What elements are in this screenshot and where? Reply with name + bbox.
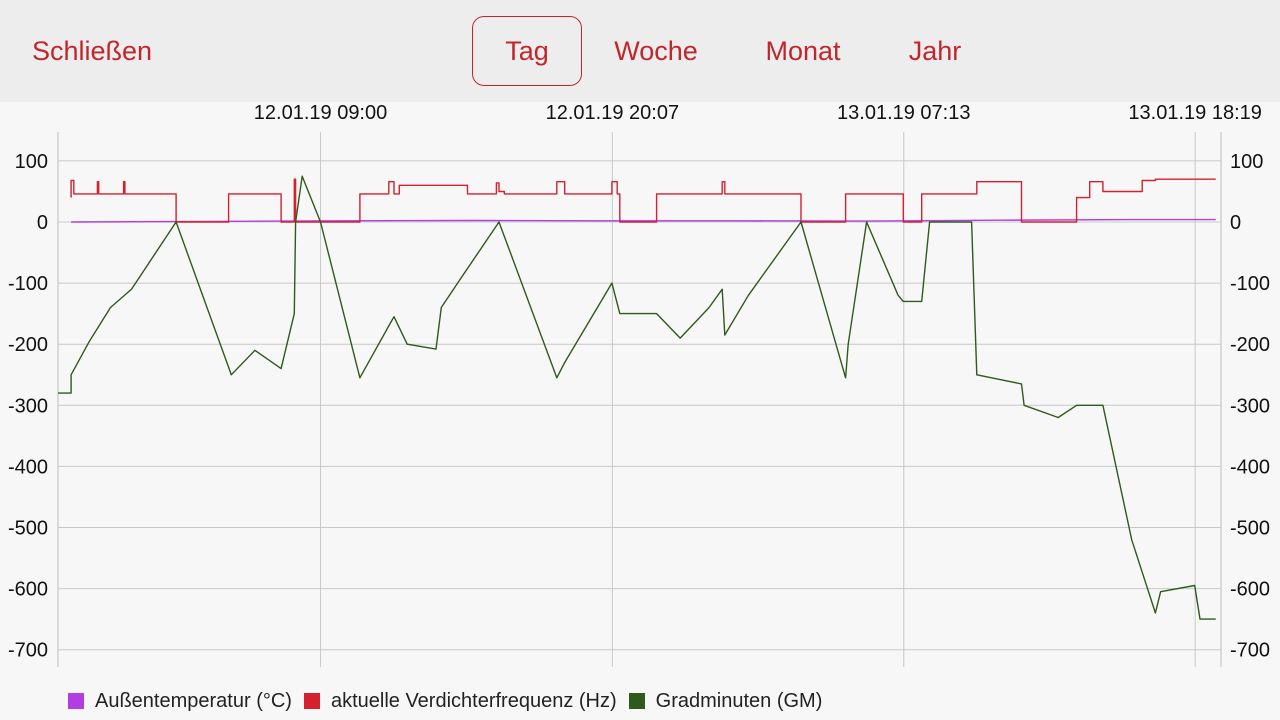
y-tick-label-left: -100	[8, 273, 48, 295]
legend-item-compressor-freq: aktuelle Verdichterfrequenz (Hz)	[303, 689, 617, 713]
legend-swatch-degree-minutes	[628, 693, 645, 709]
range-tab-month[interactable]: Monat	[765, 36, 841, 66]
y-tick-label-right: -100	[1230, 273, 1270, 295]
y-tick-label-left: -600	[8, 579, 48, 601]
series-line-compressor-freq	[70, 178, 1216, 223]
legend-swatch-compressor-freq	[303, 693, 320, 709]
x-tick-label: 13.01.19 07:13	[837, 102, 970, 124]
y-tick-label-right: 0	[1230, 212, 1241, 234]
legend-label-degree-minutes: Gradminuten (GM)	[655, 689, 823, 712]
y-tick-label-right: 100	[1230, 151, 1263, 173]
y-tick-label-right: -400	[1230, 456, 1270, 478]
y-tick-label-left: 100	[15, 151, 48, 173]
toolbar: Schließen Tag Woche Monat Jahr	[0, 0, 1280, 102]
y-tick-label-left: -400	[8, 456, 48, 478]
y-tick-label-right: -200	[1230, 334, 1270, 356]
legend-item-degree-minutes: Gradminuten (GM)	[628, 689, 823, 713]
legend-label-compressor-freq: aktuelle Verdichterfrequenz (Hz)	[330, 689, 617, 712]
y-tick-label-right: -700	[1230, 640, 1270, 662]
y-tick-label-right: -600	[1230, 579, 1270, 601]
x-tick-label: 12.01.19 09:00	[254, 102, 387, 124]
series-line-outdoor-temp	[71, 218, 1216, 223]
y-tick-label-left: -500	[8, 518, 48, 540]
y-tick-label-left: 0	[37, 212, 48, 234]
y-tick-label-left: -700	[8, 640, 48, 662]
history-chart: 100 100 0 0 -100 -100 -200 -200 -300 -300 -400 -400…	[8, 102, 1270, 667]
x-tick-label: 13.01.19 18:19	[1128, 102, 1261, 124]
y-tick-label-left: -300	[8, 395, 48, 417]
y-tick-label-left: -200	[8, 334, 48, 356]
y-tick-label-right: -300	[1230, 395, 1270, 417]
chart-legend: Außentemperatur (°C) aktuelle Verdichter…	[68, 688, 834, 714]
legend-item-outdoor-temp: Außentemperatur (°C)	[68, 690, 292, 713]
range-tab-day[interactable]: Tag	[472, 16, 582, 86]
y-tick-label-right: -500	[1230, 518, 1270, 540]
x-tick-label: 12.01.19 20:07	[546, 102, 679, 124]
range-tab-year[interactable]: Jahr	[908, 36, 962, 66]
series-line-degree-minutes	[58, 175, 1216, 620]
close-button[interactable]: Schließen	[32, 36, 153, 66]
range-tab-week[interactable]: Woche	[614, 36, 698, 66]
legend-swatch-outdoor-temp	[68, 693, 84, 709]
legend-label-outdoor-temp: Außentemperatur (°C)	[95, 689, 292, 712]
